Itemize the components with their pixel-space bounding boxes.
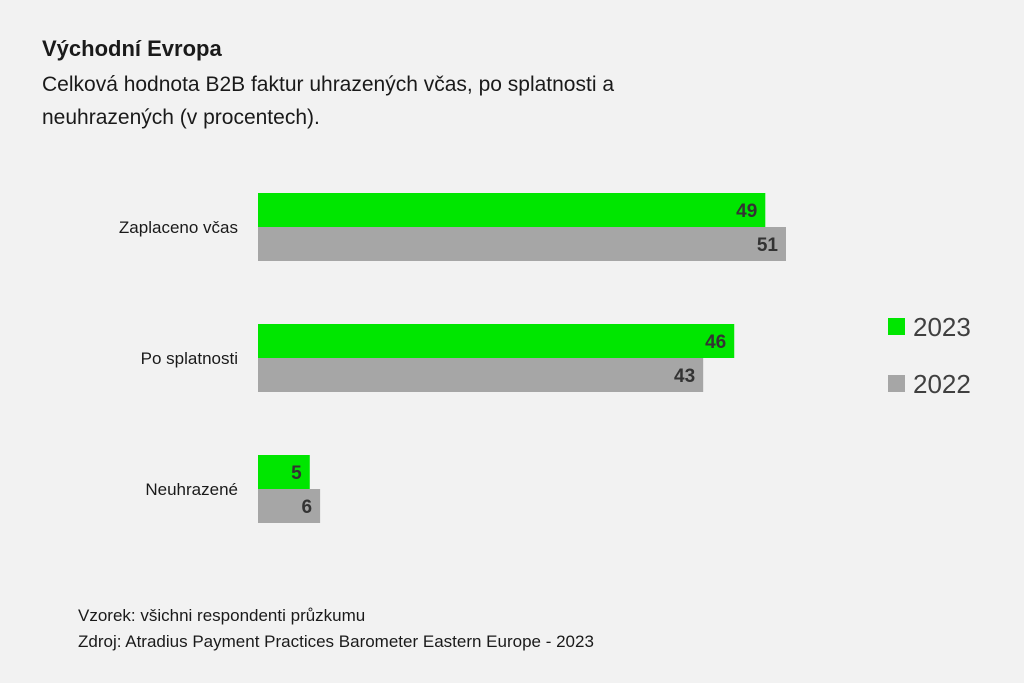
bar-2022-zaplaceno-vcas [258, 227, 786, 261]
data-label-2022-neuhrazene: 6 [302, 497, 313, 518]
category-label-neuhrazene: Neuhrazené [145, 480, 238, 499]
data-label-2023-neuhrazene: 5 [291, 463, 302, 484]
legend-swatch-2022 [888, 375, 905, 392]
data-label-2023-zaplaceno-vcas: 49 [736, 201, 757, 222]
legend-label-2022: 2022 [913, 369, 971, 399]
data-label-2022-po-splatnosti: 43 [674, 366, 695, 387]
chart-subtitle: Celková hodnota B2B faktur uhrazených vč… [42, 73, 615, 129]
data-label-2022-zaplaceno-vcas: 51 [757, 235, 779, 256]
legend-swatch-2023 [888, 318, 905, 335]
bar-2023-zaplaceno-vcas [258, 193, 766, 227]
legend-label-2023: 2023 [913, 312, 971, 342]
bar-2023-po-splatnosti [258, 324, 735, 358]
data-label-2023-po-splatnosti: 46 [705, 332, 726, 353]
chart-title: Východní Evropa [42, 36, 222, 61]
category-label-po-splatnosti: Po splatnosti [141, 349, 238, 368]
bar-2022-neuhrazene [258, 489, 321, 523]
bar-2022-po-splatnosti [258, 358, 704, 392]
category-label-zaplaceno-vcas: Zaplaceno včas [119, 218, 238, 237]
bar-2023-neuhrazene [258, 455, 310, 489]
footer-sample-note: Vzorek: všichni respondenti průzkumu [78, 606, 366, 625]
footer-source-note: Zdroj: Atradius Payment Practices Barome… [78, 632, 594, 651]
